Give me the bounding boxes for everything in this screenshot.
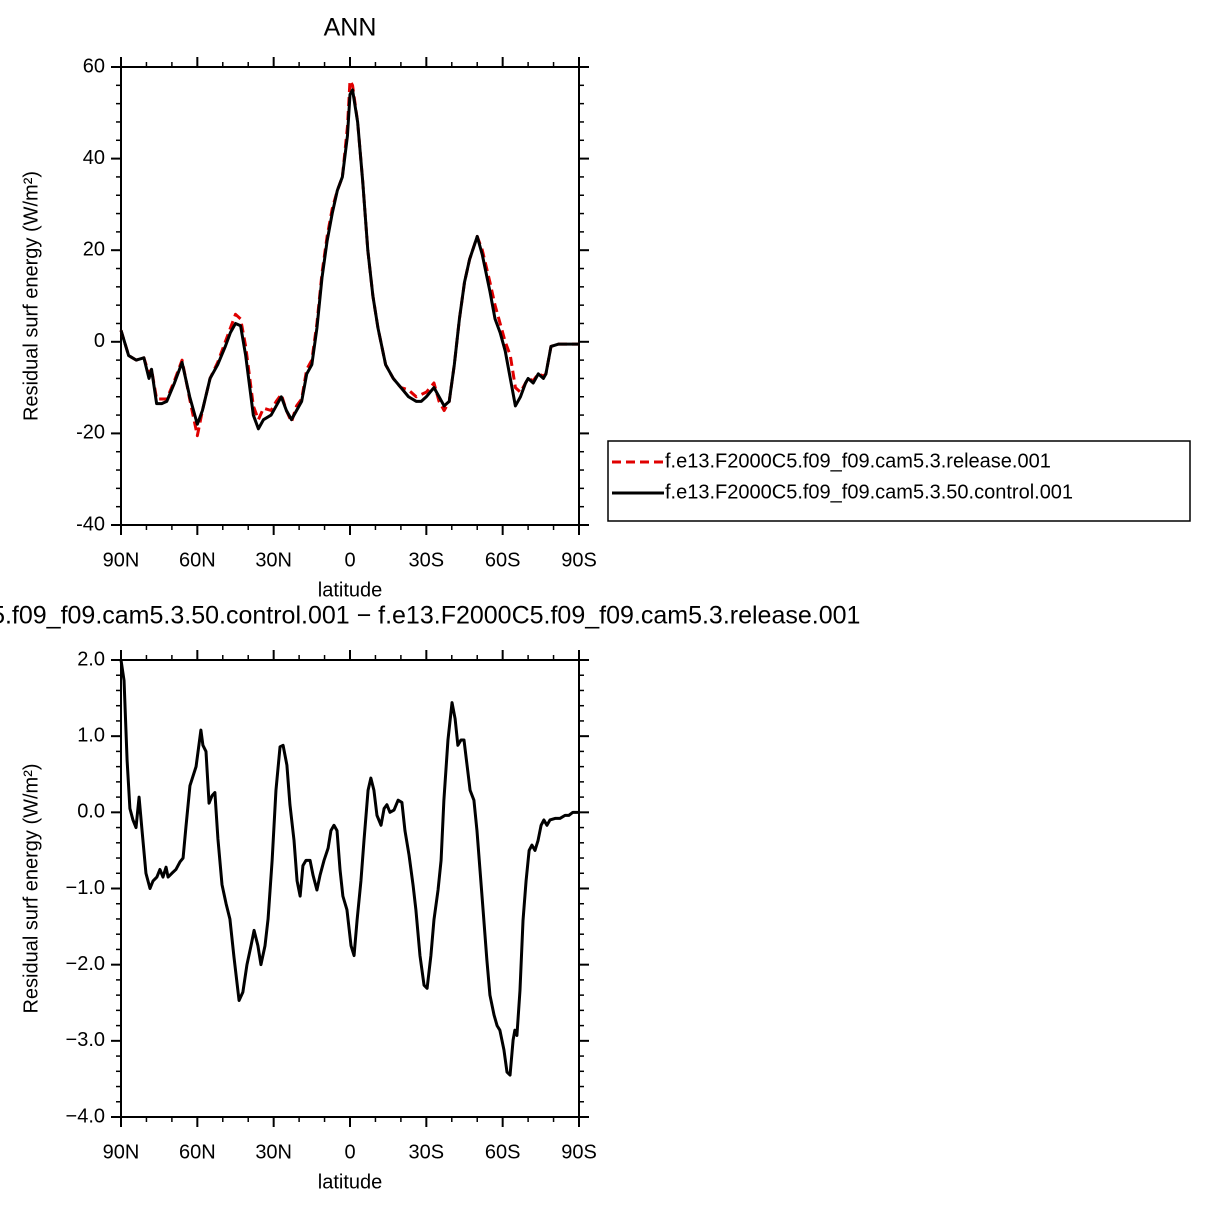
plot-frame — [120, 659, 580, 1118]
y-tick-label: 20 — [83, 238, 105, 260]
data-line — [119, 88, 579, 431]
y-axis-label: Residual surf energy (W/m²) — [20, 171, 42, 421]
y-tick-label: −3.0 — [66, 1029, 105, 1051]
y-tick-label: 40 — [83, 147, 105, 169]
x-tick-label: 30S — [409, 1141, 445, 1163]
x-tick-label: 30N — [255, 1141, 292, 1163]
data-line — [119, 659, 579, 1077]
y-tick-label: 1.0 — [77, 724, 105, 746]
chart-title: f.e13.F2000C5.f09_f09.cam5.3.50.control.… — [0, 602, 860, 630]
y-tick-label: −4.0 — [66, 1105, 105, 1127]
x-tick-label: 90N — [103, 549, 140, 571]
x-tick-label: 60N — [179, 1141, 216, 1163]
x-tick-label: 90N — [103, 1141, 140, 1163]
y-tick-label: -20 — [76, 422, 105, 444]
x-tick-label: 90S — [561, 549, 597, 571]
x-tick-label: 30S — [409, 549, 445, 571]
plot-frame — [120, 66, 580, 526]
x-tick-label: 60S — [485, 549, 521, 571]
y-tick-label: −1.0 — [66, 877, 105, 899]
x-axis-label: latitude — [318, 1171, 383, 1193]
x-tick-label: 60N — [179, 549, 216, 571]
y-tick-label: 2.0 — [77, 648, 105, 670]
y-tick-label: 0.0 — [77, 801, 105, 823]
y-axis-label: Residual surf energy (W/m²) — [20, 763, 42, 1013]
y-tick-label: -40 — [76, 513, 105, 535]
x-tick-label: 30N — [255, 549, 292, 571]
legend-label: f.e13.F2000C5.f09_f09.cam5.3.release.001 — [665, 450, 1051, 472]
x-tick-label: 90S — [561, 1141, 597, 1163]
y-tick-label: 0 — [94, 330, 105, 352]
chart-title: ANN — [324, 14, 377, 42]
y-tick-label: 60 — [83, 55, 105, 77]
x-axis-label: latitude — [318, 579, 383, 601]
legend-box — [607, 440, 1191, 522]
y-tick-label: −2.0 — [66, 953, 105, 975]
x-tick-label: 0 — [344, 549, 355, 571]
x-tick-label: 0 — [344, 1141, 355, 1163]
x-tick-label: 60S — [485, 1141, 521, 1163]
legend-label: f.e13.F2000C5.f09_f09.cam5.3.50.control.… — [665, 481, 1073, 503]
